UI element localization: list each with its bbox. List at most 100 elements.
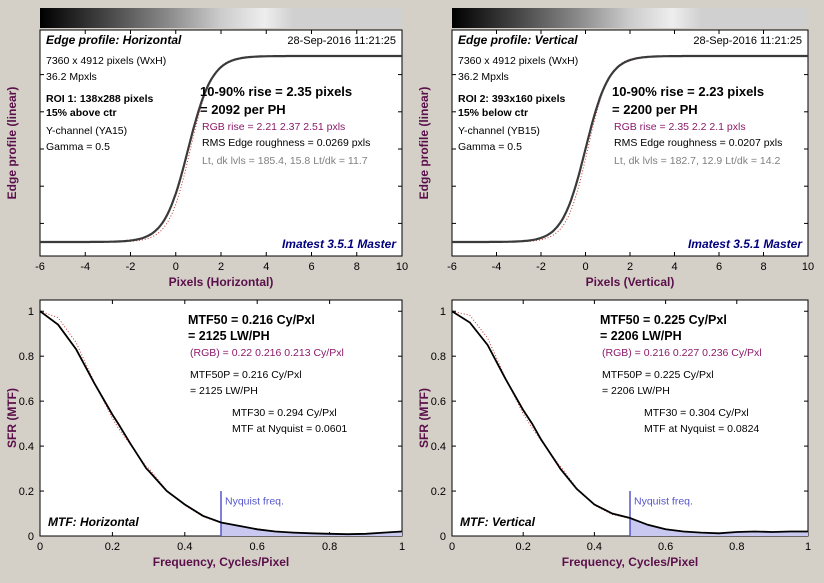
edge-v-chart: -6 -4 -2 0 2 4 6 8 10 Pixels (Vertical) Edge profi… (417, 8, 814, 289)
nyquist-label: Nyquist freq. (634, 496, 693, 508)
x-tick-label: 0 (582, 261, 588, 273)
info-line: 15% below ctr (458, 107, 528, 119)
timestamp: 28-Sep-2016 11:21:25 (287, 35, 396, 47)
result-line: Lt, dk lvls = 185.4, 15.8 Lt/dk = 11.7 (202, 155, 368, 167)
result-line: = 2125 LW/PH (190, 385, 258, 397)
result-line: MTF30 = 0.294 Cy/Pxl (232, 407, 337, 419)
result-line: = 2206 LW/PH (600, 329, 682, 343)
info-line: 15% above ctr (46, 107, 117, 119)
mtf-label: MTF: Horizontal (48, 515, 139, 529)
x-tick-label: 4 (671, 261, 677, 273)
info-line: Y-channel (YB15) (458, 125, 540, 137)
x-tick-label: 0.2 (516, 541, 531, 553)
info-line: 36.2 Mpxls (458, 71, 509, 83)
x-tick-label: 0.8 (729, 541, 744, 553)
result-line: RMS Edge roughness = 0.0207 pxls (614, 137, 782, 149)
result-line: MTF30 = 0.304 Cy/Pxl (644, 407, 749, 419)
x-tick-label: -4 (492, 261, 502, 273)
result-line: MTF at Nyquist = 0.0824 (644, 423, 759, 435)
edge-profile-title: Edge profile: Vertical (458, 33, 578, 47)
x-tick-label: 0.6 (250, 541, 265, 553)
x-tick-label: 1 (805, 541, 811, 553)
y-tick-label: 1 (440, 306, 446, 318)
y-tick-label: 0 (28, 531, 34, 543)
x-tick-label: 8 (354, 261, 360, 273)
x-tick-label: 10 (396, 261, 408, 273)
result-line: 10-90% rise = 2.35 pixels (200, 84, 352, 99)
timestamp: 28-Sep-2016 11:21:25 (693, 35, 802, 47)
result-line: = 2125 LW/PH (188, 329, 270, 343)
nyquist-label: Nyquist freq. (225, 496, 284, 508)
edge-profile-title: Edge profile: Horizontal (46, 33, 182, 47)
x-tick-label: 0 (449, 541, 455, 553)
result-line: MTF at Nyquist = 0.0601 (232, 423, 347, 435)
y-tick-label: 0.2 (19, 486, 34, 498)
result-line: RMS Edge roughness = 0.0269 pxls (202, 137, 370, 149)
x-tick-label: -4 (80, 261, 90, 273)
x-axis-label: Frequency, Cycles/Pixel (562, 555, 699, 569)
result-line: MTF50 = 0.225 Cy/Pxl (600, 313, 727, 327)
x-tick-label: 0.4 (177, 541, 192, 553)
info-line: ROI 1: 138x288 pixels (46, 93, 154, 105)
info-line: Gamma = 0.5 (46, 141, 110, 153)
x-tick-label: -6 (35, 261, 45, 273)
x-tick-label: 4 (263, 261, 269, 273)
x-tick-label: -6 (447, 261, 457, 273)
result-line: (RGB) = 0.216 0.227 0.236 Cy/Pxl (602, 347, 762, 359)
imatest-watermark: Imatest 3.5.1 Master (282, 237, 397, 251)
result-line: MTF50P = 0.225 Cy/Pxl (602, 369, 714, 381)
info-line: ROI 2: 393x160 pixels (458, 93, 566, 105)
y-tick-label: 0.4 (19, 441, 34, 453)
result-line: MTF50 = 0.216 Cy/Pxl (188, 313, 315, 327)
x-tick-label: 0 (173, 261, 179, 273)
info-line: Y-channel (YA15) (46, 125, 127, 137)
x-axis-label: Pixels (Vertical) (586, 275, 675, 289)
y-axis-label: Edge profile (linear) (5, 87, 19, 200)
y-axis-label: SFR (MTF) (5, 388, 19, 448)
edge-h-chart: -6 -4 -2 0 2 4 6 8 10 Pixels (Horizontal) Edge pro… (5, 8, 408, 289)
x-tick-label: 1 (399, 541, 405, 553)
result-line: = 2092 per PH (200, 102, 286, 117)
imatest-watermark: Imatest 3.5.1 Master (688, 237, 803, 251)
x-tick-label: 2 (627, 261, 633, 273)
result-line: RGB rise = 2.35 2.2 2.1 pxls (614, 121, 746, 133)
result-line: MTF50P = 0.216 Cy/Pxl (190, 369, 302, 381)
x-tick-label: 10 (802, 261, 814, 273)
edge-image-strip (452, 8, 808, 28)
x-tick-label: 8 (760, 261, 766, 273)
result-line: = 2200 per PH (612, 102, 698, 117)
x-axis-label: Frequency, Cycles/Pixel (153, 555, 290, 569)
y-tick-label: 1 (28, 306, 34, 318)
result-line: = 2206 LW/PH (602, 385, 670, 397)
x-tick-label: 0.8 (322, 541, 337, 553)
x-tick-label: -2 (126, 261, 136, 273)
x-tick-label: 6 (308, 261, 314, 273)
y-tick-label: 0.6 (431, 396, 446, 408)
y-tick-label: 0 (440, 531, 446, 543)
mtf-label: MTF: Vertical (460, 515, 536, 529)
x-tick-label: 0.4 (587, 541, 602, 553)
result-line: RGB rise = 2.21 2.37 2.51 pxls (202, 121, 345, 133)
y-tick-label: 0.8 (431, 351, 446, 363)
result-line: (RGB) = 0.22 0.216 0.213 Cy/Pxl (190, 347, 344, 359)
x-tick-label: 6 (716, 261, 722, 273)
result-line: Lt, dk lvls = 182.7, 12.9 Lt/dk = 14.2 (614, 155, 781, 167)
result-line: 10-90% rise = 2.23 pixels (612, 84, 764, 99)
x-tick-label: 0 (37, 541, 43, 553)
x-tick-label: 0.2 (105, 541, 120, 553)
y-tick-label: 0.8 (19, 351, 34, 363)
edge-image-strip (40, 8, 402, 28)
x-tick-label: -2 (536, 261, 546, 273)
y-tick-label: 0.6 (19, 396, 34, 408)
y-axis-label: Edge profile (linear) (417, 87, 431, 200)
info-line: 36.2 Mpxls (46, 71, 97, 83)
info-line: Gamma = 0.5 (458, 141, 522, 153)
x-tick-label: 2 (218, 261, 224, 273)
mtf-h-chart: 0 0.2 0.4 0.6 0.8 1 0 0.2 0.4 0.6 0.8 1 Frequency, C… (5, 300, 405, 569)
y-axis-label: SFR (MTF) (417, 388, 431, 448)
x-axis-label: Pixels (Horizontal) (169, 275, 274, 289)
x-tick-label: 0.6 (658, 541, 673, 553)
